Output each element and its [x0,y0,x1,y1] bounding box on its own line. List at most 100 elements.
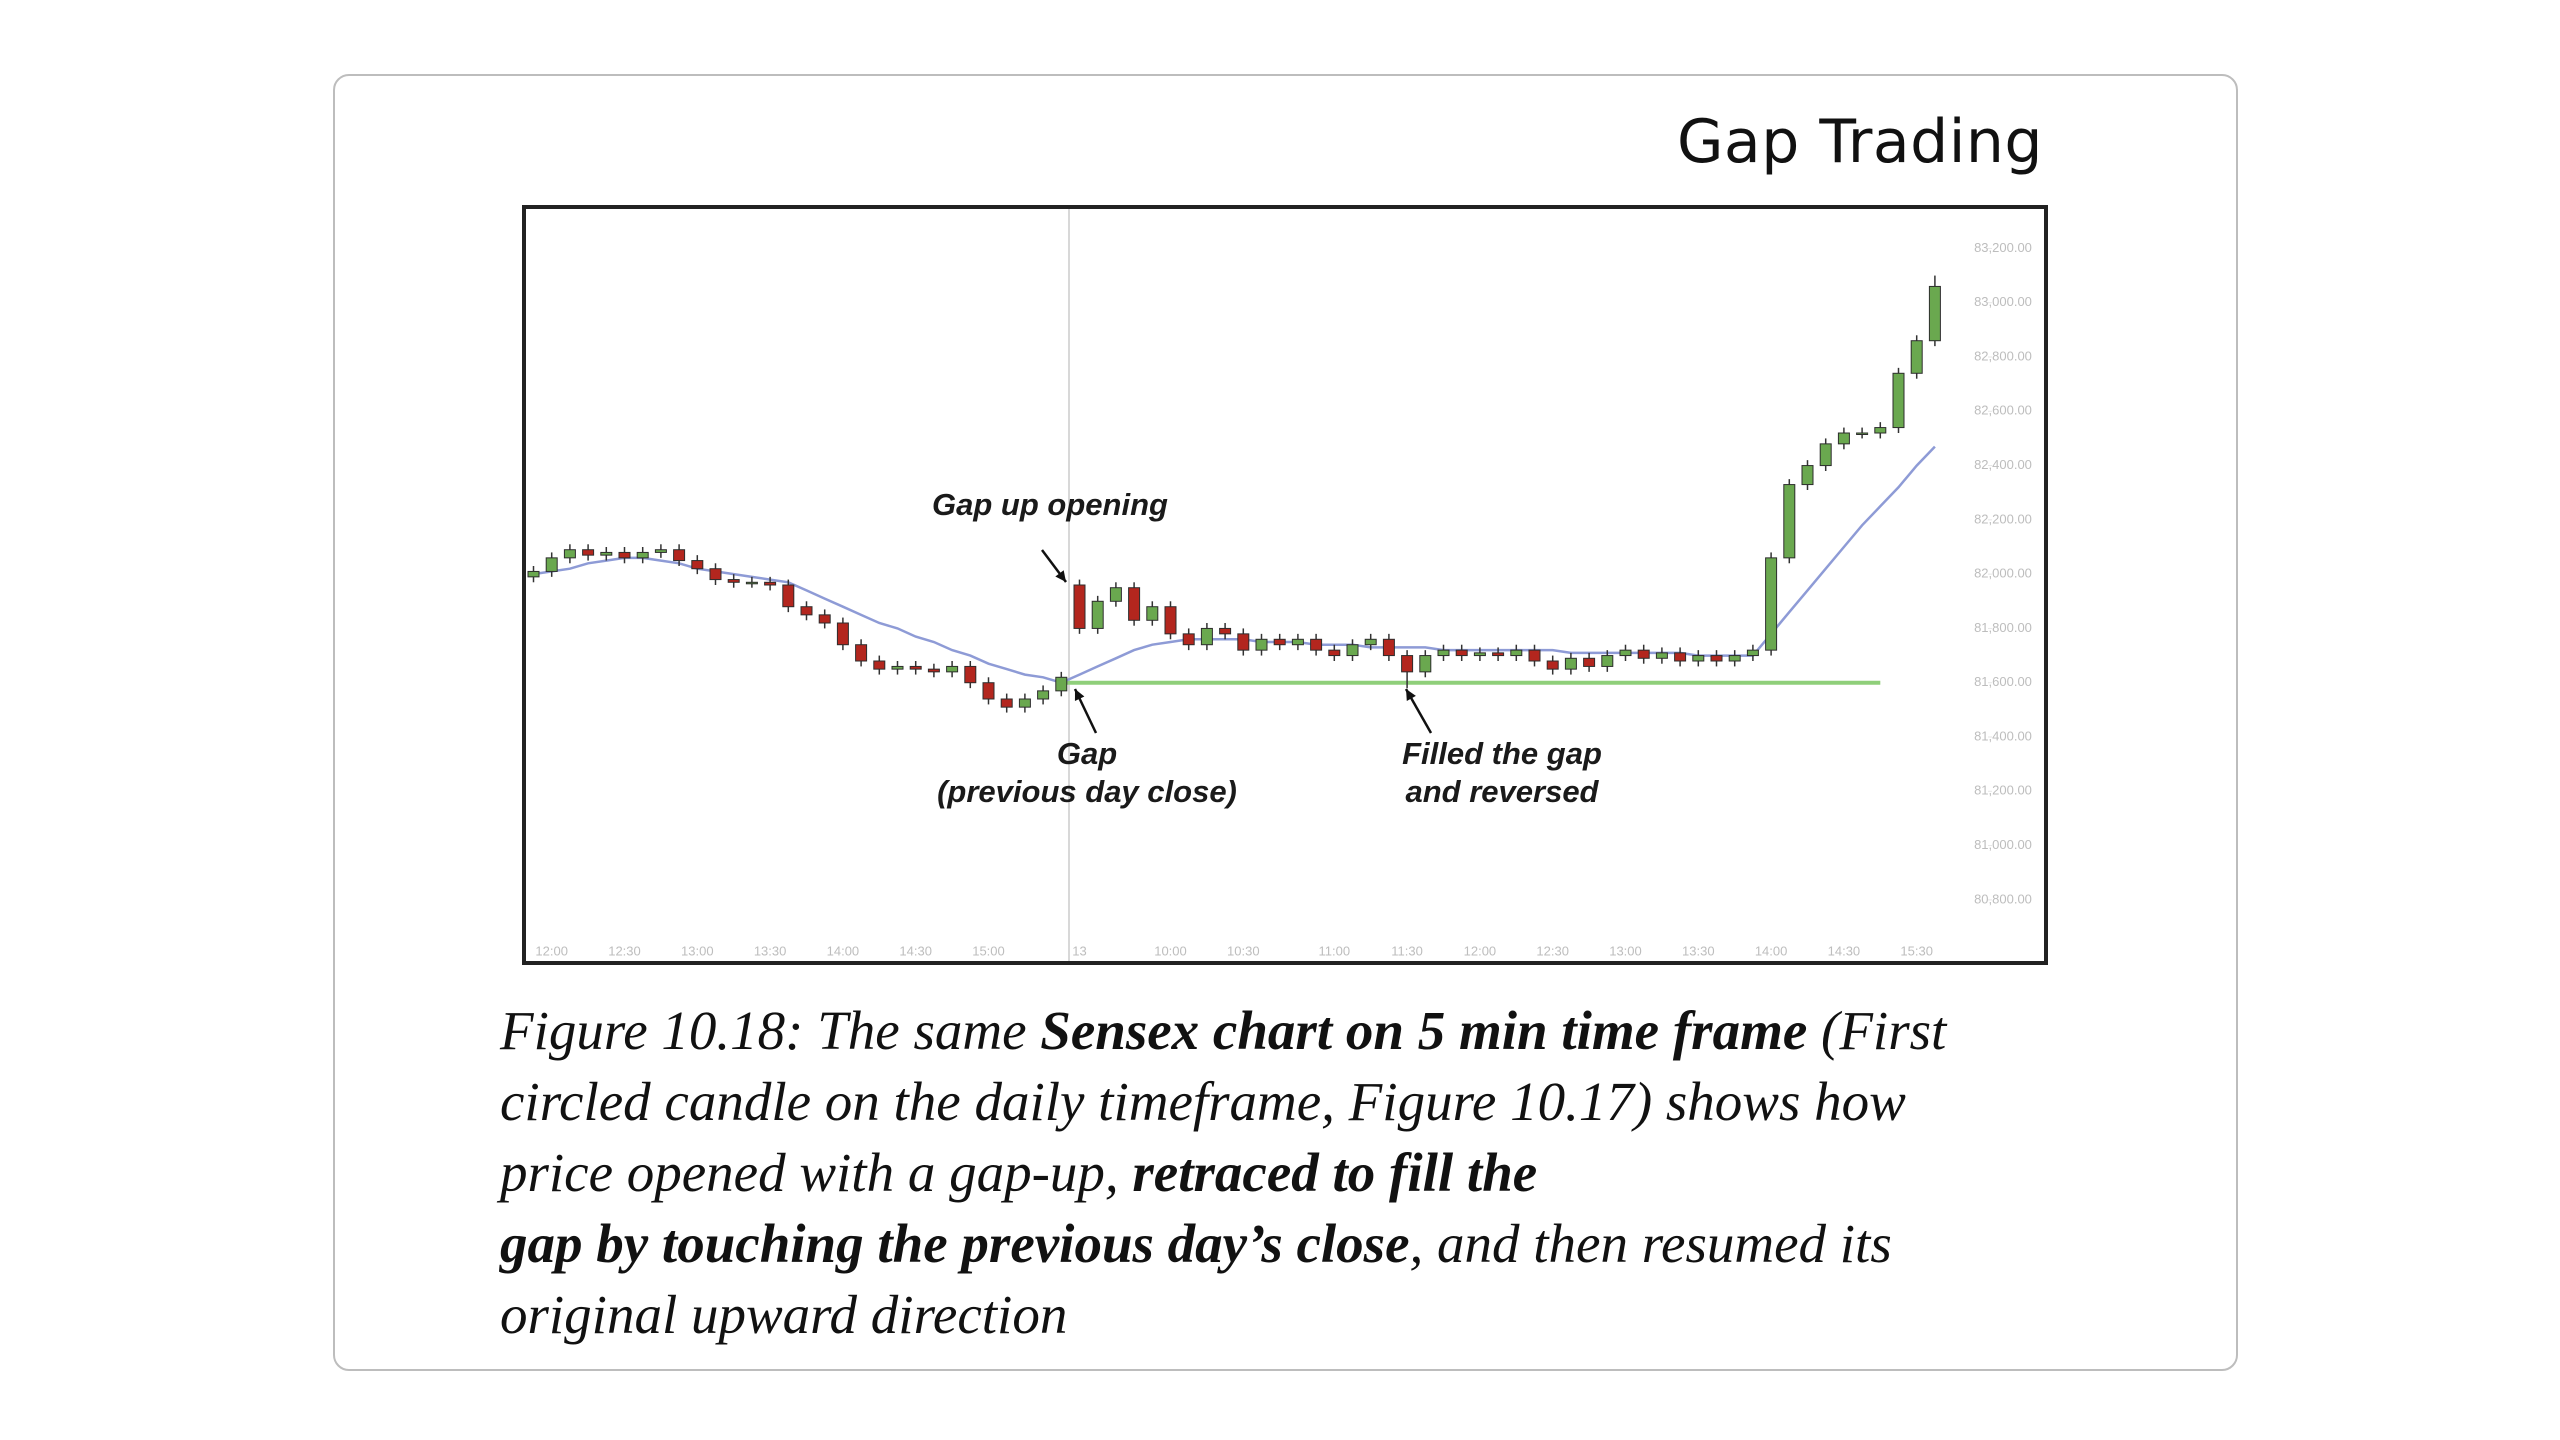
candle-body [1455,649,1468,657]
y-tick-label: 81,600.00 [1974,674,2032,689]
candle-body [709,568,722,581]
candle-body [1837,432,1850,445]
y-tick-label: 80,800.00 [1974,891,2032,906]
candle-body [1892,372,1905,429]
caption-text: original upward direction [500,1284,1068,1345]
annotation: Gap up opening [932,487,1168,522]
candle-body [1473,652,1486,657]
annotation: Gap [1057,736,1117,771]
candle-body [927,668,940,673]
x-tick-label: 12:30 [608,943,641,958]
candle-body [1710,655,1723,662]
x-tick-label: 11:30 [1391,943,1423,958]
y-tick-label: 83,200.00 [1974,240,2032,255]
candle-body [1164,606,1177,635]
x-tick-label: 12:30 [1536,943,1569,958]
caption-bold-text: retraced to fill the [1132,1142,1538,1203]
x-tick-label: 14:00 [827,943,860,958]
candle-body [1728,655,1741,662]
candle-body [1109,587,1122,602]
candle-body [909,665,922,670]
candle-body [1874,427,1887,434]
arrow-head [1074,689,1085,701]
x-tick-label: 13:00 [1609,943,1642,958]
candle-body [1492,652,1505,657]
x-tick-label: 12:00 [535,943,568,958]
caption-line: circled candle on the daily timeframe, F… [500,1066,1946,1137]
candle-body [982,682,995,700]
candle-body [527,570,540,578]
candle-body [1146,606,1159,621]
candle-body [1237,633,1250,651]
candle-body [1255,638,1268,651]
y-tick-label: 83,000.00 [1974,294,2032,309]
caption-text: (First [1807,1000,1947,1061]
x-tick-label: 10:00 [1154,943,1187,958]
x-tick-label: 15:30 [1900,943,1933,958]
y-tick-label: 81,800.00 [1974,620,2032,635]
candle-body [1637,649,1650,659]
caption-text: Figure 10.18: The same [500,1000,1041,1061]
y-tick-label: 82,200.00 [1974,511,2032,526]
candle-body [1382,638,1395,657]
candle-body [691,560,704,570]
candle-body [1564,657,1577,670]
candle-body [1310,638,1323,651]
y-tick-label: 82,400.00 [1974,457,2032,472]
caption-text: price opened with a gap-up, [500,1142,1133,1203]
candle-body [1601,655,1614,667]
arrow-head [1406,689,1416,701]
candle-body [964,665,977,684]
candle-body [764,581,777,586]
caption-line: gap by touching the previous day’s close… [500,1208,1946,1279]
candle-body [1746,649,1759,657]
candle-body [582,549,595,556]
candle-body [800,606,813,616]
candle-body [545,557,558,572]
caption-text: , and then resumed its [1409,1213,1892,1274]
candle-body [891,665,904,670]
candle-body [1401,655,1414,673]
x-tick-label: 13:30 [754,943,787,958]
chart: 83,200.00 83,000.00 82,800.00 82,600.00 82,4… [522,205,2048,965]
y-tick-label: 82,800.00 [1974,348,2032,363]
y-tick-label: 82,600.00 [1974,403,2032,418]
candle-body [1510,649,1523,657]
candle-body [1528,649,1541,662]
candle-body [745,581,758,585]
candle-body [1583,657,1596,667]
x-tick-label: 11:00 [1319,943,1351,958]
candle-body [654,549,667,553]
candle-body [1364,638,1377,646]
candle-body [782,584,795,608]
candle-body [618,551,631,559]
candle-body [1055,676,1068,692]
candle-body [600,551,613,556]
candle-body [1128,587,1141,621]
chart-frame [522,205,2048,965]
candle-body [946,665,959,673]
x-tick-label: 10:30 [1227,943,1260,958]
slide-title: Gap Trading [1676,107,2043,177]
caption-line: price opened with a gap-up, retraced to … [500,1137,1946,1208]
y-tick-label: 81,400.00 [1974,728,2032,743]
candle-body [1018,698,1031,708]
candle-body [1073,584,1086,629]
candle-body [1546,660,1559,670]
candle-body [1346,644,1359,657]
candle-body [1910,340,1923,374]
candle-body [1273,638,1286,646]
candle-body [818,614,831,624]
annotation: Filled the gap [1402,736,1602,771]
candle-body [1219,627,1232,635]
x-tick-label: 13 [1072,943,1086,958]
candle-body [1037,690,1050,700]
y-tick-label: 81,200.00 [1974,783,2032,798]
candle-body [873,660,886,670]
candle-body [1819,443,1832,467]
candle-body [855,644,868,662]
x-tick-label: 13:00 [681,943,714,958]
caption-line: original upward direction [500,1279,1946,1350]
x-tick-label: 12:00 [1464,943,1497,958]
candle-body [1291,638,1304,646]
